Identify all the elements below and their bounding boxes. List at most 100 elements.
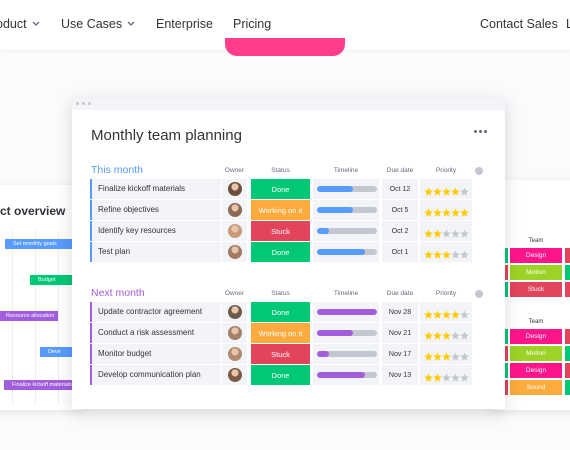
- column-header: Owner: [224, 167, 245, 174]
- star: [460, 250, 469, 259]
- edge-cell: [503, 265, 508, 280]
- edge-cell: [503, 380, 508, 395]
- status-cell[interactable]: Done: [251, 179, 310, 199]
- row-accent: [90, 179, 92, 199]
- star: [433, 331, 442, 340]
- timeline-fill: [317, 207, 353, 213]
- gantt-bar: Finalize kickoff materials: [4, 380, 84, 390]
- nav-item[interactable]: Pricing: [233, 17, 271, 31]
- row-accent: [90, 200, 92, 220]
- star: [451, 229, 460, 238]
- more-menu[interactable]: [474, 130, 488, 136]
- task-name: Refine objectives: [98, 205, 159, 214]
- edge-cell: [503, 282, 508, 297]
- due-cell: Nov 28: [382, 302, 418, 322]
- edge-cell: [565, 329, 570, 344]
- team-tag: Motion: [510, 265, 562, 280]
- add-column[interactable]: [475, 290, 483, 298]
- nav-item[interactable]: Contact Sales: [480, 17, 558, 31]
- row-accent: [90, 323, 92, 343]
- timeline-track: [317, 186, 377, 192]
- avatar: [228, 182, 242, 196]
- column-header: Status: [271, 167, 290, 174]
- star: [433, 250, 442, 259]
- task-cell: [92, 221, 221, 241]
- due-cell: Nov 21: [382, 323, 418, 343]
- avatar: [228, 224, 242, 238]
- star: [433, 310, 442, 319]
- priority-stars: [424, 370, 470, 382]
- column-header: Timeline: [333, 167, 359, 174]
- row-accent: [90, 221, 92, 241]
- edge-cell: [565, 346, 570, 361]
- status-cell[interactable]: Working on it: [251, 200, 310, 220]
- star: [424, 187, 433, 196]
- star: [442, 208, 451, 217]
- star: [442, 187, 451, 196]
- add-column[interactable]: [475, 167, 483, 175]
- timeline-track: [317, 207, 377, 213]
- nav-item[interactable]: Enterprise: [156, 17, 213, 31]
- row-accent: [90, 344, 92, 364]
- column-header: Due date: [386, 290, 414, 297]
- star: [451, 250, 460, 259]
- task-cell: [92, 365, 221, 385]
- nav-label: Use Cases: [61, 17, 123, 31]
- nav-item[interactable]: Use Cases: [61, 17, 136, 31]
- chevron: [32, 21, 40, 26]
- nav-item[interactable]: L: [566, 17, 570, 31]
- edge-cell: [565, 380, 570, 395]
- column-header: Owner: [224, 290, 245, 297]
- status-cell[interactable]: Done: [251, 365, 310, 385]
- task-name: Finalize kickoff materials: [98, 184, 185, 193]
- priority-stars: [424, 307, 470, 319]
- star: [451, 373, 460, 382]
- timeline-track: [317, 249, 377, 255]
- star: [433, 373, 442, 382]
- status-cell[interactable]: Stuck: [251, 344, 310, 364]
- star: [424, 310, 433, 319]
- star: [460, 187, 469, 196]
- status-cell[interactable]: Done: [251, 302, 310, 322]
- timeline-track: [317, 330, 377, 336]
- priority-stars: [424, 349, 470, 361]
- star: [442, 250, 451, 259]
- task-cell: [92, 344, 221, 364]
- timeline-fill: [317, 351, 329, 357]
- chevron: [127, 21, 135, 26]
- star: [442, 229, 451, 238]
- edge-cell: [565, 248, 570, 263]
- gantt-bar: Set monthly goals: [5, 239, 75, 249]
- timeline-track: [317, 351, 377, 357]
- timeline-fill: [317, 228, 329, 234]
- star: [433, 187, 442, 196]
- task-cell: [92, 242, 221, 262]
- timeline-track: [317, 372, 377, 378]
- edge-cell: [503, 363, 508, 378]
- nav-label: Enterprise: [156, 17, 213, 31]
- edge-cell: [565, 282, 570, 297]
- star: [460, 310, 469, 319]
- priority-stars: [424, 205, 470, 217]
- column-header: Priority: [435, 290, 457, 297]
- star: [424, 208, 433, 217]
- due-cell: Nov 13: [382, 365, 418, 385]
- gantt-bar: Deve: [40, 347, 80, 357]
- status-cell[interactable]: Done: [251, 242, 310, 262]
- status-cell[interactable]: Stuck: [251, 221, 310, 241]
- priority-stars: [424, 226, 470, 238]
- nav-item[interactable]: oduct: [0, 17, 41, 31]
- timeline-fill: [317, 309, 377, 315]
- status-cell[interactable]: Working on it: [251, 323, 310, 343]
- nav-label: oduct: [0, 17, 27, 31]
- avatar: [228, 245, 242, 259]
- star: [424, 331, 433, 340]
- team-tag: Stuck: [510, 282, 562, 297]
- team-header: Team: [528, 319, 544, 325]
- task-cell: [92, 179, 221, 199]
- row-accent: [90, 365, 92, 385]
- star: [451, 331, 460, 340]
- task-cell: [92, 302, 221, 322]
- cta-button[interactable]: [225, 38, 345, 56]
- star: [451, 208, 460, 217]
